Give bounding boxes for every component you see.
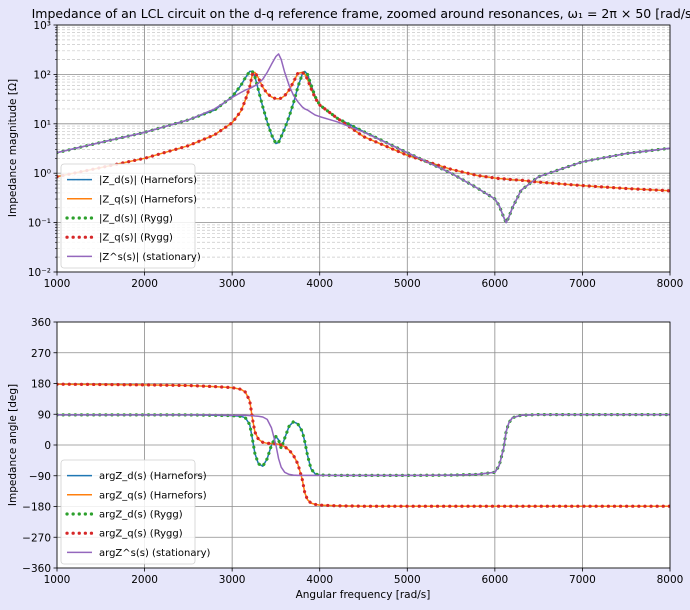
magnitude-x-ticks: 1000 2000 3000 4000 5000 6000 7000 8000 [44,272,684,290]
legend-box [60,163,196,269]
x-tick-label: 2000 [131,278,158,290]
y-tick-label: 270 [31,348,51,360]
x-tick-label: 3000 [219,278,246,290]
y-tick-label: 0 [44,440,51,452]
y-tick-label: 10² [33,69,51,81]
legend-label: argZ_q(s) (Harnefors) [99,490,207,501]
x-tick-label: 2000 [131,574,158,586]
x-tick-label: 1000 [44,574,71,586]
y-tick-label: 10³ [33,20,51,32]
y-tick-label: −360 [22,563,51,575]
series-line-3 [57,382,670,508]
angle-x-ticks: 1000 2000 3000 4000 5000 6000 7000 8000 [44,568,684,586]
legend-label: |Z_d(s)| (Rygg) [99,214,173,225]
magnitude-y-ticks: 10⁻² 10⁻¹ 10⁰ 10¹ 10² 10³ [28,20,57,279]
x-tick-label: 8000 [657,574,684,586]
y-tick-label: −90 [29,471,51,483]
y-tick-label: −180 [22,502,51,514]
magnitude-frame [56,24,671,273]
y-tick-label: −270 [22,532,51,544]
angle-series [57,382,670,508]
x-tick-label: 6000 [481,574,508,586]
y-tick-label: 360 [31,317,51,329]
x-tick-label: 4000 [306,574,333,586]
magnitude-legend: |Z_d(s)| (Harnefors) |Z_q(s)| (Harnefors)… [60,163,201,269]
y-tick-label: 10¹ [33,119,51,131]
angle-legend: argZ_d(s) (Harnefors) argZ_q(s) (Harnefor… [60,459,211,565]
magnitude-series [57,53,670,225]
x-axis-label: Angular frequency [rad/s] [296,589,431,601]
chart-title: Impedance of an LCL circuit on the d-q r… [32,6,690,21]
y-tick-label: 10⁰ [33,168,51,180]
x-tick-label: 7000 [569,574,596,586]
legend-label: argZ_d(s) (Rygg) [99,510,183,521]
x-tick-label: 5000 [394,574,421,586]
x-tick-label: 4000 [306,278,333,290]
angle-y-axis-label: Impedance angle [deg] [7,384,19,506]
legend-box [60,459,196,565]
legend-label: |Z_d(s)| (Harnefors) [99,175,197,186]
y-tick-label: 10⁻² [28,267,51,279]
series-line-4 [57,53,670,224]
x-tick-label: 7000 [569,278,596,290]
legend-label: |Z_q(s)| (Harnefors) [99,194,197,205]
y-tick-label: 10⁻¹ [28,218,51,230]
legend-label: |Z^s(s)| (stationary) [99,252,201,263]
x-tick-label: 6000 [481,278,508,290]
legend-label: argZ^s(s) (stationary) [99,548,211,559]
magnitude-y-axis-label: Impedance magnitude [Ω] [7,79,19,217]
legend-label: |Z_q(s)| (Rygg) [99,233,173,244]
y-tick-label: 180 [31,379,51,391]
x-tick-label: 8000 [657,278,684,290]
x-tick-label: 3000 [219,574,246,586]
angle-y-ticks: 360 270 180 90 0 −90 −180 −270 −360 [22,317,57,575]
series-line-4 [57,413,670,477]
x-tick-label: 5000 [394,278,421,290]
legend-label: argZ_q(s) (Rygg) [99,529,183,540]
series-line-3 [57,70,670,193]
x-tick-label: 1000 [44,278,71,290]
legend-label: argZ_d(s) (Harnefors) [99,471,207,482]
y-tick-label: 90 [38,409,51,421]
